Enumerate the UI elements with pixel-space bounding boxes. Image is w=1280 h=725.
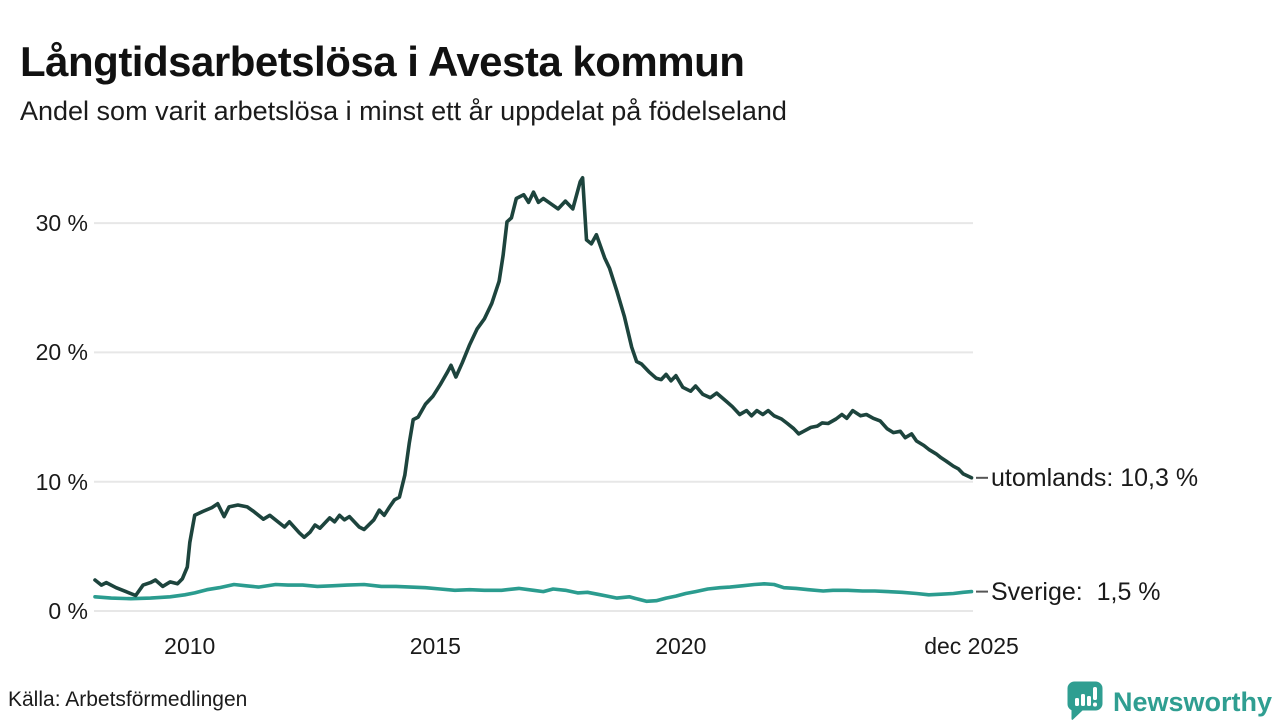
chart-subtitle: Andel som varit arbetslösa i minst ett å… — [20, 96, 787, 126]
newsworthy-logo: Newsworthy — [1066, 680, 1272, 725]
y-axis-tick-label: 10 % — [35, 468, 88, 495]
series-line-sverige — [93, 581, 974, 604]
source-caption: Källa: Arbetsförmedlingen — [8, 688, 248, 711]
newsworthy-logo-icon — [1066, 680, 1104, 725]
y-axis-tick-label: 30 % — [35, 210, 88, 237]
x-axis-tick-label: 2015 — [409, 633, 461, 659]
series-end-label-sverige: Sverige: 1,5 % — [991, 577, 1161, 606]
page-title: Långtidsarbetslösa i Avesta kommun — [20, 38, 745, 86]
newsworthy-wordmark: Newsworthy — [1112, 687, 1272, 717]
y-axis-tick-label: 20 % — [35, 339, 88, 366]
series-end-label-utomlands: utomlands: 10,3 % — [991, 463, 1199, 492]
series-line-utomlands — [93, 176, 974, 598]
x-axis-tick-label: dec 2025 — [924, 633, 1019, 659]
y-axis-tick-label: 0 % — [48, 598, 88, 624]
x-axis-tick-label: 2020 — [655, 633, 707, 659]
x-axis-tick-label: 2010 — [164, 633, 216, 659]
